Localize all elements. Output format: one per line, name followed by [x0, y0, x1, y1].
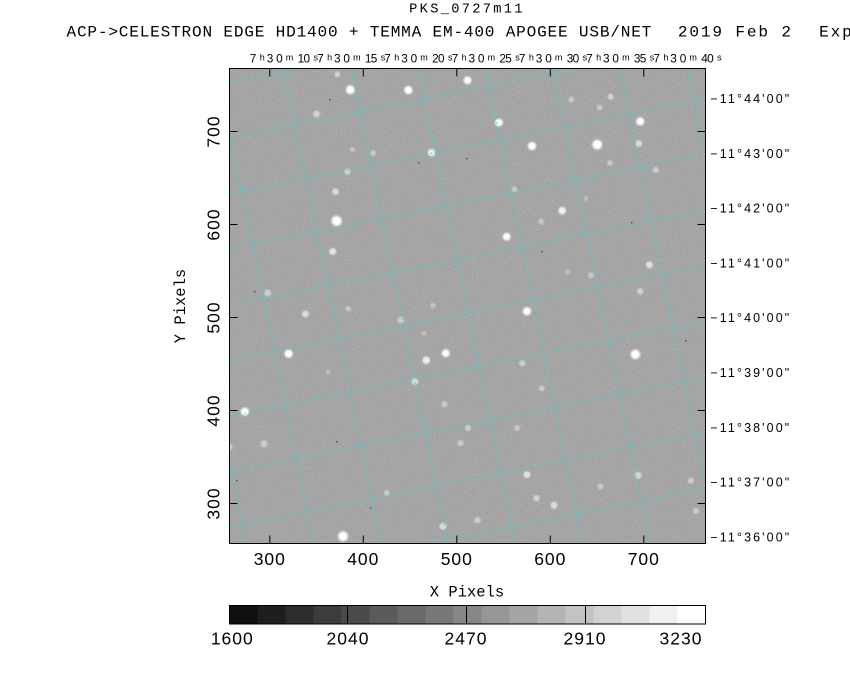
svg-text:500: 500 — [204, 301, 224, 333]
svg-text:−11°38'00": −11°38'00" — [710, 421, 791, 435]
svg-text:700: 700 — [204, 115, 224, 147]
svg-text:300: 300 — [254, 549, 286, 569]
svg-text:−11°37'00": −11°37'00" — [710, 476, 791, 490]
svg-text:600: 600 — [534, 549, 566, 569]
svg-text:Expos: Expos — [819, 24, 850, 42]
svg-text:−11°41'00": −11°41'00" — [710, 256, 791, 270]
svg-text:−11°43'00": −11°43'00" — [710, 147, 791, 161]
svg-text:2040: 2040 — [327, 628, 370, 648]
svg-text:1600: 1600 — [211, 628, 254, 648]
svg-text:2019 Feb 2: 2019 Feb 2 — [678, 24, 793, 42]
svg-text:400: 400 — [204, 394, 224, 426]
svg-text:Y Pixels: Y Pixels — [172, 269, 190, 343]
svg-text:2910: 2910 — [564, 628, 607, 648]
svg-text:−11°42'00": −11°42'00" — [710, 202, 791, 216]
svg-text:PKS_0727m11: PKS_0727m11 — [409, 3, 525, 18]
svg-text:X Pixels: X Pixels — [430, 584, 504, 602]
svg-text:3230: 3230 — [660, 628, 703, 648]
svg-text:300: 300 — [204, 487, 224, 519]
svg-text:700: 700 — [628, 549, 660, 569]
svg-text:400: 400 — [347, 549, 379, 569]
svg-text:−11°44'00": −11°44'00" — [710, 92, 791, 106]
svg-text:500: 500 — [441, 549, 473, 569]
svg-text:2470: 2470 — [445, 628, 488, 648]
svg-text:−11°36'00": −11°36'00" — [710, 530, 791, 544]
svg-text:−11°39'00": −11°39'00" — [710, 366, 791, 380]
svg-text:−11°40'00": −11°40'00" — [710, 311, 791, 325]
svg-text:ACP->CELESTRON EDGE HD1400 + T: ACP->CELESTRON EDGE HD1400 + TEMMA EM-40… — [67, 24, 653, 42]
svg-text:600: 600 — [204, 208, 224, 240]
